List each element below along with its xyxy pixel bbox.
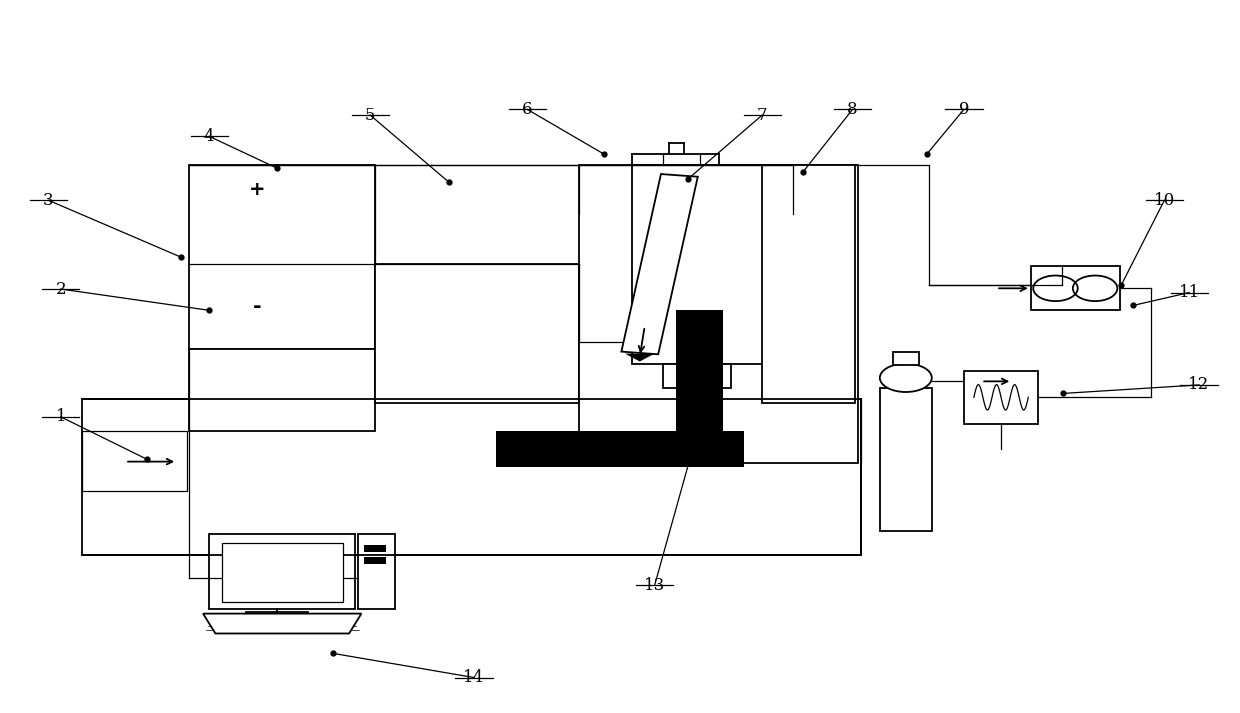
- Bar: [676, 310, 723, 452]
- Text: +: +: [249, 180, 265, 199]
- Bar: [663, 364, 732, 389]
- Bar: [357, 534, 394, 609]
- Bar: [579, 165, 858, 463]
- Bar: [190, 349, 374, 431]
- Bar: [763, 165, 856, 403]
- Text: 7: 7: [756, 106, 768, 123]
- Text: 11: 11: [1178, 284, 1200, 301]
- Text: -: -: [253, 297, 262, 317]
- Bar: [82, 431, 187, 491]
- Text: 5: 5: [365, 106, 376, 123]
- Bar: [363, 557, 386, 564]
- Text: 3: 3: [43, 192, 53, 209]
- Bar: [82, 399, 862, 555]
- Text: 14: 14: [464, 669, 485, 686]
- Bar: [632, 165, 794, 364]
- Bar: [963, 371, 1038, 424]
- Polygon shape: [625, 354, 655, 361]
- Text: 1: 1: [56, 409, 66, 426]
- Ellipse shape: [880, 364, 931, 392]
- Text: 2: 2: [56, 280, 66, 297]
- Polygon shape: [203, 614, 361, 633]
- Text: 8: 8: [847, 101, 858, 118]
- Text: 12: 12: [1188, 376, 1210, 394]
- Text: 4: 4: [203, 128, 215, 145]
- Bar: [496, 431, 744, 466]
- Text: 9: 9: [959, 101, 970, 118]
- Bar: [190, 165, 374, 349]
- Bar: [880, 389, 931, 530]
- Bar: [222, 543, 343, 602]
- Text: 13: 13: [644, 577, 666, 594]
- Polygon shape: [621, 174, 698, 354]
- Bar: [893, 352, 919, 365]
- Bar: [210, 534, 355, 609]
- Text: 6: 6: [522, 101, 532, 118]
- Bar: [363, 545, 386, 552]
- Bar: [1030, 266, 1120, 310]
- Text: 10: 10: [1153, 192, 1176, 209]
- Bar: [374, 265, 579, 403]
